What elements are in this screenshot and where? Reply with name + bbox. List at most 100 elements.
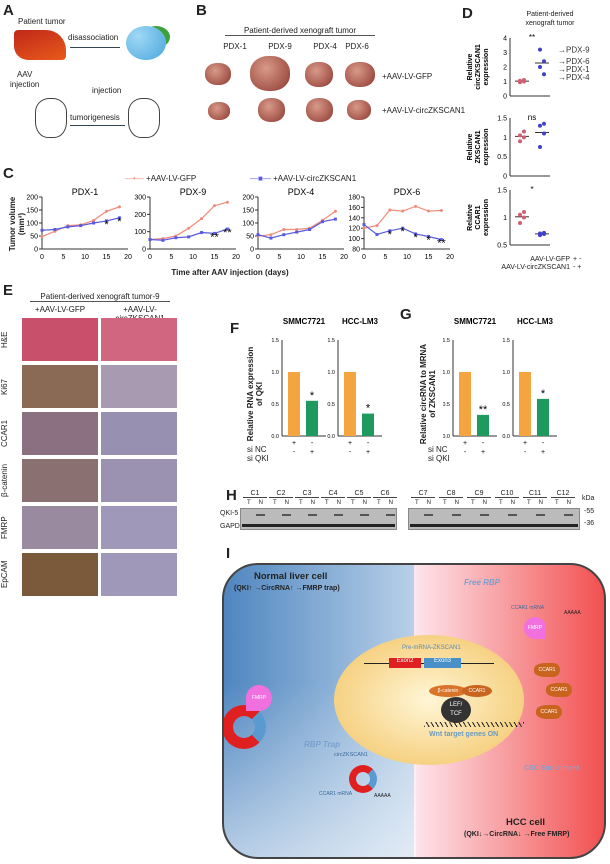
data-point	[200, 231, 204, 235]
sign: +	[463, 440, 467, 447]
significance-mark: *	[310, 390, 315, 402]
data-point	[375, 232, 379, 236]
y-tick-label: 1.0	[271, 370, 279, 376]
tcf-text: TCF	[450, 711, 462, 717]
data-point	[518, 221, 522, 225]
data-point	[187, 226, 191, 230]
liver-illustration	[14, 30, 66, 60]
normal-lane: N	[284, 500, 289, 506]
y-tick-label: 1	[503, 79, 507, 86]
tumor-image	[347, 100, 371, 120]
g-bar-charts: SMMC7721 0.0 0.5 1.0 1.5 + - - + ** HCC-LM3 0.0 0.5 1…	[443, 317, 557, 456]
d-ylabel-line: expression	[483, 49, 490, 86]
x-tick-label: 10	[403, 254, 411, 261]
y-tick-label: 0.0	[271, 434, 279, 440]
data-point	[105, 219, 108, 223]
lane-group-label: C10	[495, 490, 519, 498]
data-point	[522, 135, 526, 140]
panel-label-d: D	[462, 5, 473, 22]
tumor-lane: T	[246, 500, 251, 506]
tumorigenesis-label: tumorigenesis	[70, 113, 120, 122]
circrna-ring-small	[349, 765, 377, 793]
y-tick-label: 1.0	[502, 370, 510, 376]
tumor-lane: T	[376, 500, 381, 506]
chart-title: PDX-6	[394, 187, 421, 197]
x-tick-label: 5	[62, 254, 66, 261]
data-point	[362, 226, 366, 230]
tumor-lane: T	[554, 500, 559, 506]
y-tick-label: 0.5	[271, 402, 279, 408]
data-point	[522, 215, 526, 220]
legend-circ-text: +AAV-LV-circZKSCAN1	[273, 174, 357, 183]
csc-enrichment-label: CSC Enrichment	[524, 765, 580, 772]
ccar1-mrna-label-normal: CCAR1 mRNA	[319, 791, 353, 797]
chart-title: PDX-1	[72, 187, 99, 197]
injection-label: injection	[92, 86, 122, 95]
significance-mark: **	[223, 227, 232, 239]
y-tick-label: 80	[352, 247, 360, 254]
y-tick-label: 0.5	[443, 402, 450, 408]
marker-55: -55	[584, 508, 595, 515]
ccar1-mrna-label-hcc: CCAR1 mRNA	[511, 605, 545, 611]
data-point	[117, 205, 121, 209]
bar-si-qki	[306, 400, 318, 436]
qki5-band	[282, 514, 291, 516]
lane-group-label: C12	[551, 490, 575, 498]
y-tick-label: 3	[503, 50, 507, 57]
injection-text: injection	[10, 80, 40, 89]
y-tick-label: 0	[34, 247, 38, 254]
bar-chart-title: HCC-LM3	[342, 317, 379, 326]
f-sinc-labels: si NC si QKI	[247, 445, 269, 463]
d-ylabel: RelativecircZKSCAN1expression	[467, 44, 490, 90]
hcc-title: HCC cell	[506, 817, 546, 828]
y-tick-label: 140	[348, 215, 360, 222]
sign: +	[348, 440, 352, 447]
data-point	[522, 78, 526, 83]
lane-group-label: C2	[269, 490, 293, 498]
panel-label-e: E	[3, 282, 14, 299]
d-legend: AAV-LV-GFP AAV-LV-circZKSCAN1	[470, 256, 570, 272]
d-signs-circ: - +	[573, 264, 582, 271]
fmrp-bound: FMRP	[246, 685, 272, 711]
y-tick-label: 120	[348, 226, 360, 233]
g-ylabel: Relative circRNA to MRNA of ZKSCAN1	[419, 339, 437, 449]
qki5-band	[424, 514, 433, 516]
data-point	[53, 228, 57, 231]
normal-lane: N	[510, 500, 515, 506]
d-ylabel: RelativeCCAR1expression	[467, 199, 490, 236]
circrna-ring	[224, 705, 266, 749]
histology-image	[22, 459, 98, 502]
bar-si-qki	[362, 413, 374, 436]
significance-mark: ns	[528, 113, 536, 122]
significance-mark: *	[413, 232, 418, 244]
data-point	[40, 235, 44, 239]
data-point	[282, 228, 286, 231]
y-tick-label: 50	[246, 234, 254, 241]
data-point	[200, 217, 204, 221]
data-point	[522, 129, 526, 134]
data-point	[542, 72, 546, 77]
normal-lane: N	[454, 500, 459, 506]
x-tick-label: 15	[211, 254, 219, 261]
sign: +	[541, 449, 545, 456]
y-tick-label: 1.5	[497, 188, 507, 195]
y-tick-label: 100	[134, 229, 146, 236]
y-tick-label: 100	[242, 221, 254, 228]
y-tick-label: 1.0	[327, 370, 335, 376]
g-sinc-labels: si NC si QKI	[428, 445, 450, 463]
bar-si-nc	[288, 372, 300, 436]
y-tick-label: 1	[503, 215, 507, 222]
e-col-gfp: +AAV-LV-GFP	[34, 305, 86, 314]
tumor-image	[250, 56, 290, 91]
b-col-pdx4: PDX-4	[313, 42, 337, 51]
marker-55-text: 55	[586, 508, 595, 515]
f-si-qki: si QKI	[247, 454, 269, 463]
normal-lane: N	[258, 500, 263, 506]
panel-label-i: I	[226, 545, 231, 562]
tumor-lane: T	[272, 500, 277, 506]
bar-si-nc	[519, 372, 531, 436]
